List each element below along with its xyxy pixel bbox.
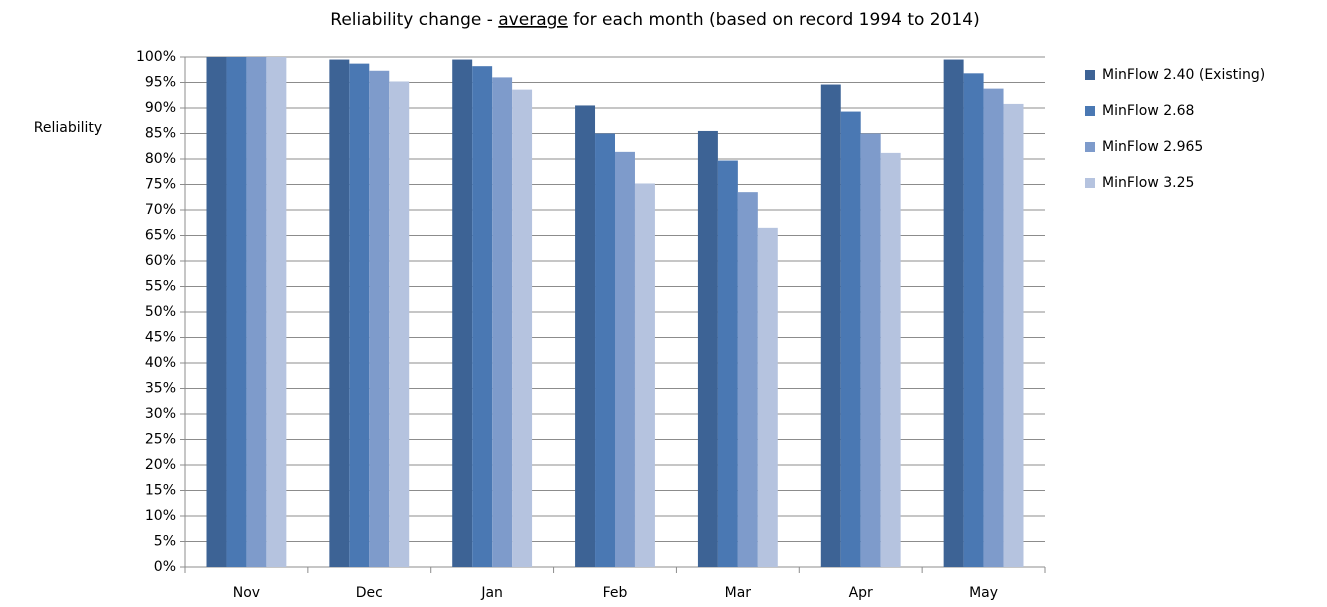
bar	[880, 152, 901, 567]
bar	[389, 81, 410, 567]
y-tick-label: 70%	[145, 202, 176, 218]
legend-swatch	[1085, 142, 1095, 152]
y-tick-label: 0%	[154, 559, 176, 575]
bar	[963, 73, 984, 567]
y-tick-label: 45%	[145, 330, 176, 346]
y-tick-label: 95%	[145, 75, 176, 91]
bar	[1003, 103, 1024, 568]
bar	[595, 133, 615, 567]
bar	[737, 192, 758, 567]
legend-label: MinFlow 3.25	[1102, 175, 1194, 191]
bar	[206, 57, 227, 567]
y-tick-label: 40%	[145, 355, 176, 371]
legend-label: MinFlow 2.40 (Existing)	[1102, 67, 1265, 83]
bar	[575, 105, 596, 567]
title-part: average	[498, 10, 568, 30]
y-tick-label: 55%	[145, 279, 176, 295]
y-tick-label: 75%	[145, 177, 176, 193]
y-tick-label: 20%	[145, 457, 176, 473]
x-tick-label: Mar	[725, 585, 752, 601]
y-tick-label: 15%	[145, 483, 176, 499]
bar	[820, 84, 841, 567]
y-tick-label: 25%	[145, 432, 176, 448]
legend-swatch	[1085, 70, 1095, 80]
y-tick-label: 30%	[145, 406, 176, 422]
bar	[246, 57, 267, 567]
y-axis-label: Reliability	[34, 120, 102, 136]
bar	[226, 57, 247, 567]
bar	[717, 160, 738, 567]
x-tick-label: Apr	[849, 585, 873, 601]
bar	[266, 57, 287, 567]
bar	[840, 111, 861, 567]
y-tick-label: 50%	[145, 304, 176, 320]
y-tick-label: 60%	[145, 253, 176, 269]
bar	[983, 88, 1004, 568]
y-tick-label: 90%	[145, 100, 176, 116]
bar	[634, 183, 655, 568]
bar	[472, 66, 493, 568]
y-tick-label: 80%	[145, 151, 176, 167]
legend-label: MinFlow 2.68	[1102, 103, 1194, 119]
bar	[757, 227, 778, 567]
title-part: for each month (based on record 1994 to …	[573, 10, 979, 30]
x-tick-label: Nov	[233, 585, 260, 601]
bar	[615, 151, 635, 568]
y-tick-label: 65%	[145, 228, 176, 244]
bar	[943, 59, 964, 568]
chart-title: Reliability change - average for each mo…	[330, 10, 979, 30]
bar	[860, 133, 881, 567]
x-tick-label: May	[969, 585, 998, 601]
legend-swatch	[1085, 178, 1095, 188]
x-tick-label: Dec	[356, 585, 383, 601]
bar	[369, 70, 390, 568]
bar	[349, 63, 370, 567]
x-tick-label: Feb	[603, 585, 628, 601]
y-tick-label: 10%	[145, 508, 176, 524]
y-tick-label: 85%	[145, 126, 176, 142]
legend-label: MinFlow 2.965	[1102, 139, 1203, 155]
bar	[492, 77, 513, 568]
title-part: Reliability change -	[330, 10, 493, 30]
legend-swatch	[1085, 106, 1095, 116]
bar	[452, 59, 473, 568]
y-tick-label: 100%	[136, 49, 176, 65]
bar	[329, 59, 350, 568]
y-tick-label: 5%	[154, 534, 176, 550]
bar	[512, 89, 533, 567]
y-tick-label: 35%	[145, 381, 176, 397]
x-tick-label: Jan	[480, 585, 503, 601]
bar	[697, 130, 718, 567]
